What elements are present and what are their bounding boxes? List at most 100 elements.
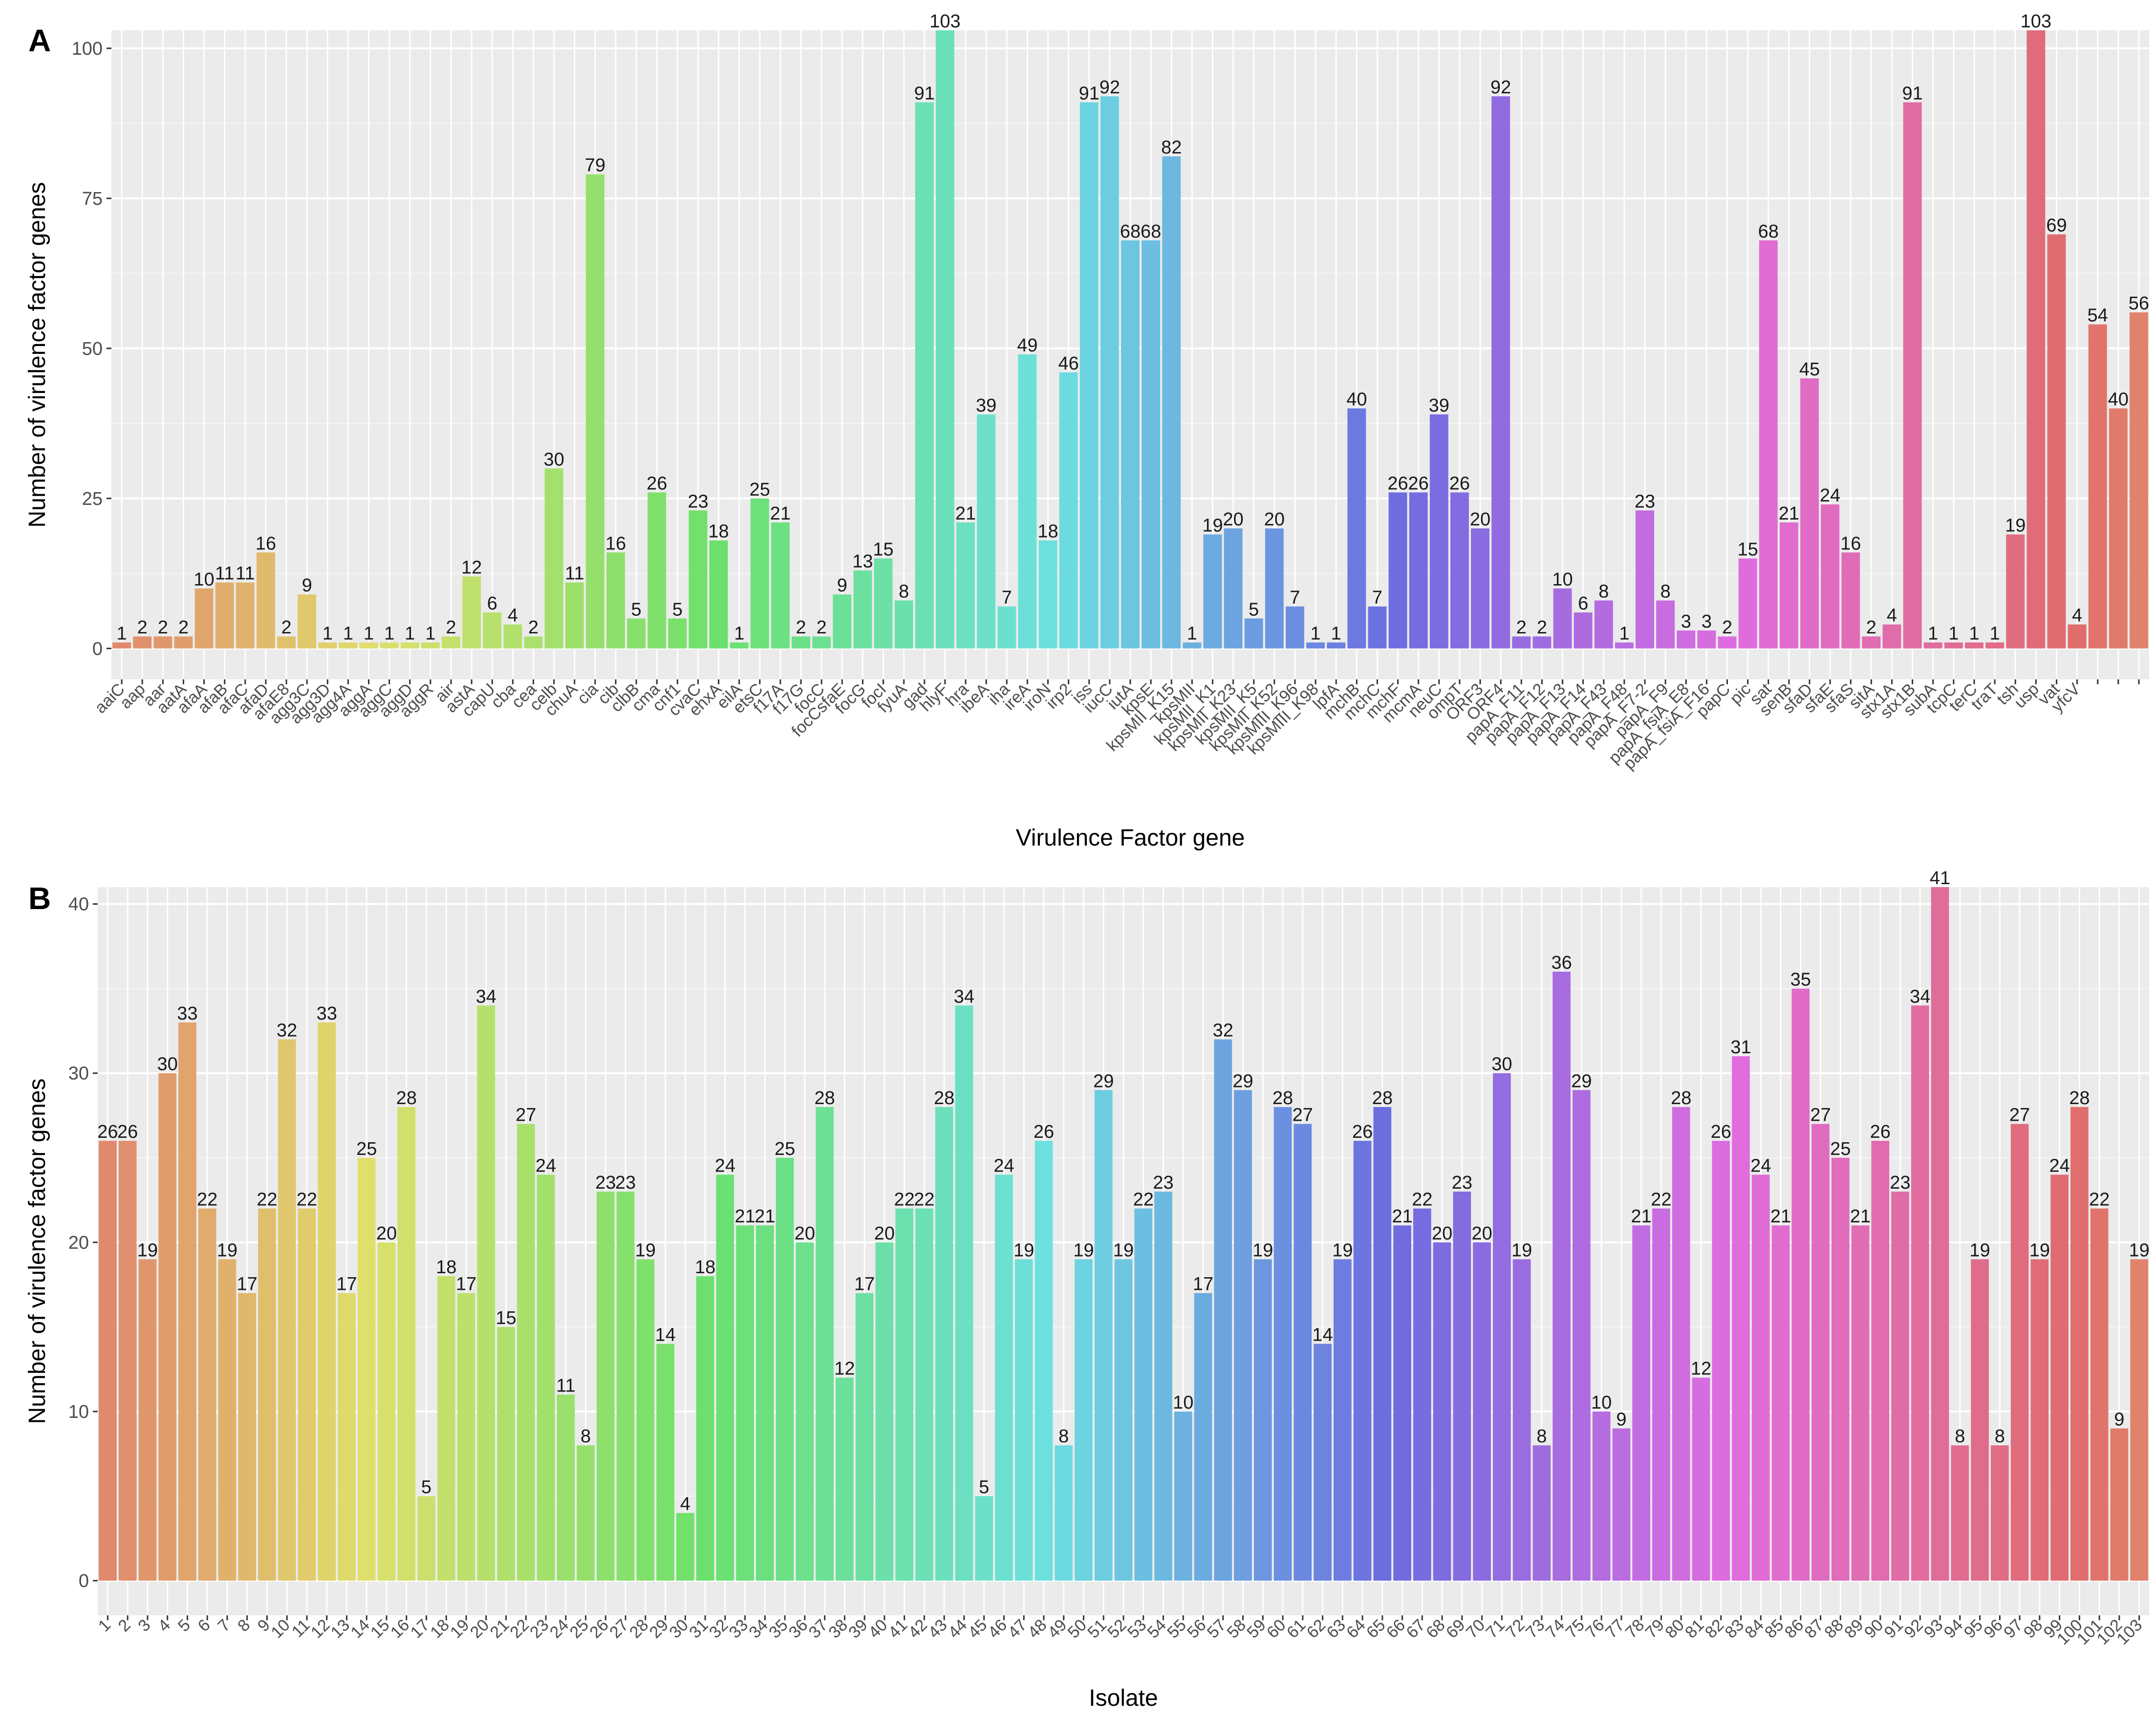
bar: [537, 1174, 555, 1581]
x-tick-label: 103: [2113, 1616, 2146, 1649]
bar: [1183, 642, 1202, 649]
bar: [585, 174, 604, 649]
bar: [238, 1293, 257, 1581]
bar: [627, 618, 646, 649]
bar-value-label: 82: [1161, 137, 1182, 158]
bar: [2129, 312, 2148, 649]
bar-value-label: 35: [1790, 970, 1811, 990]
bar-value-label: 34: [476, 986, 496, 1007]
bar-value-label: 91: [1079, 83, 1100, 104]
bar-value-label: 36: [1552, 953, 1572, 973]
bar-value-label: 8: [1598, 582, 1609, 602]
bar: [577, 1445, 595, 1581]
bar-value-label: 12: [1691, 1359, 1711, 1379]
y-tick-label: 20: [68, 1233, 89, 1253]
bar: [517, 1124, 535, 1581]
bar-value-label: 22: [1133, 1190, 1154, 1210]
bar-value-label: 19: [1252, 1240, 1273, 1261]
bar-value-label: 21: [1779, 503, 1799, 524]
bar: [977, 414, 996, 649]
bar-value-label: 22: [894, 1190, 915, 1210]
y-tick-label: 0: [79, 1571, 89, 1591]
panel-label: A: [28, 23, 51, 58]
bar: [596, 1191, 615, 1581]
bar: [1512, 1259, 1531, 1581]
bar: [1759, 240, 1778, 649]
bar: [915, 102, 934, 649]
bar-value-label: 4: [2072, 606, 2082, 626]
bar-value-label: 2: [1516, 617, 1527, 638]
bar: [716, 1174, 734, 1581]
x-tick-label: 6: [194, 1616, 214, 1635]
bar-value-label: 1: [734, 623, 744, 644]
bar: [2109, 408, 2128, 649]
bar: [138, 1259, 157, 1581]
bar: [2130, 1259, 2148, 1581]
bar-value-label: 9: [2114, 1410, 2124, 1430]
bar: [544, 468, 563, 649]
bar-value-label: 22: [914, 1190, 934, 1210]
bar: [668, 618, 687, 649]
bar-value-label: 25: [1830, 1139, 1851, 1159]
bar-value-label: 20: [1471, 1223, 1492, 1244]
bar: [1134, 1208, 1153, 1581]
bar: [1712, 1141, 1730, 1581]
bar: [935, 1107, 953, 1581]
bar-value-label: 26: [1408, 474, 1429, 494]
bar: [477, 1005, 496, 1581]
bar: [1373, 1107, 1392, 1581]
bar-value-label: 28: [1671, 1088, 1691, 1108]
bar-value-label: 19: [1332, 1240, 1353, 1261]
bar: [875, 1242, 894, 1581]
y-axis-title: Number of virulence factor genes: [24, 1078, 50, 1424]
bar: [462, 576, 481, 649]
bar-value-label: 6: [1578, 593, 1588, 614]
bar: [1779, 522, 1798, 649]
bar-value-label: 4: [508, 606, 518, 626]
bar: [1573, 1090, 1591, 1581]
bar: [1393, 1225, 1411, 1581]
bar: [1831, 1157, 1850, 1581]
x-axis-title: Isolate: [1089, 1685, 1158, 1711]
bar-value-label: 17: [1193, 1274, 1213, 1295]
bar-value-label: 18: [708, 522, 729, 542]
bar-value-label: 15: [496, 1308, 516, 1328]
bar-value-label: 19: [1969, 1240, 1990, 1261]
bar-value-label: 22: [197, 1190, 217, 1210]
bar-value-label: 25: [356, 1139, 377, 1159]
bar: [647, 492, 667, 649]
bar-value-label: 28: [934, 1088, 954, 1108]
bar: [1677, 630, 1696, 649]
bar: [915, 1208, 933, 1581]
bar: [218, 1259, 237, 1581]
bar-value-label: 19: [1511, 1240, 1532, 1261]
bar: [2068, 624, 2087, 649]
bar-value-label: 23: [1153, 1173, 1173, 1193]
bar-value-label: 28: [396, 1088, 417, 1108]
bar: [298, 594, 317, 649]
bar: [776, 1157, 794, 1581]
bar-value-label: 27: [2009, 1105, 2030, 1126]
bar: [1532, 636, 1552, 649]
bar-value-label: 10: [194, 569, 214, 590]
bar-value-label: 23: [615, 1173, 636, 1193]
bar: [1944, 642, 1963, 649]
bar-value-label: 20: [795, 1223, 815, 1244]
bar: [112, 642, 131, 649]
bar-value-label: 2: [1722, 617, 1732, 638]
bar: [1244, 618, 1263, 649]
bar: [1214, 1039, 1232, 1581]
bar: [955, 1005, 973, 1581]
bar: [1800, 378, 1819, 649]
bar-value-label: 5: [979, 1477, 989, 1498]
bar: [1194, 1293, 1212, 1581]
bar-value-label: 26: [1352, 1122, 1373, 1142]
bar-value-label: 20: [1470, 509, 1490, 530]
bar: [2010, 1124, 2029, 1581]
bar: [1512, 636, 1531, 649]
bar: [1636, 510, 1654, 649]
bar: [565, 582, 584, 649]
x-axis-title: Virulence Factor gene: [1016, 825, 1245, 851]
bar: [1491, 96, 1510, 649]
bar-value-label: 16: [256, 533, 276, 554]
